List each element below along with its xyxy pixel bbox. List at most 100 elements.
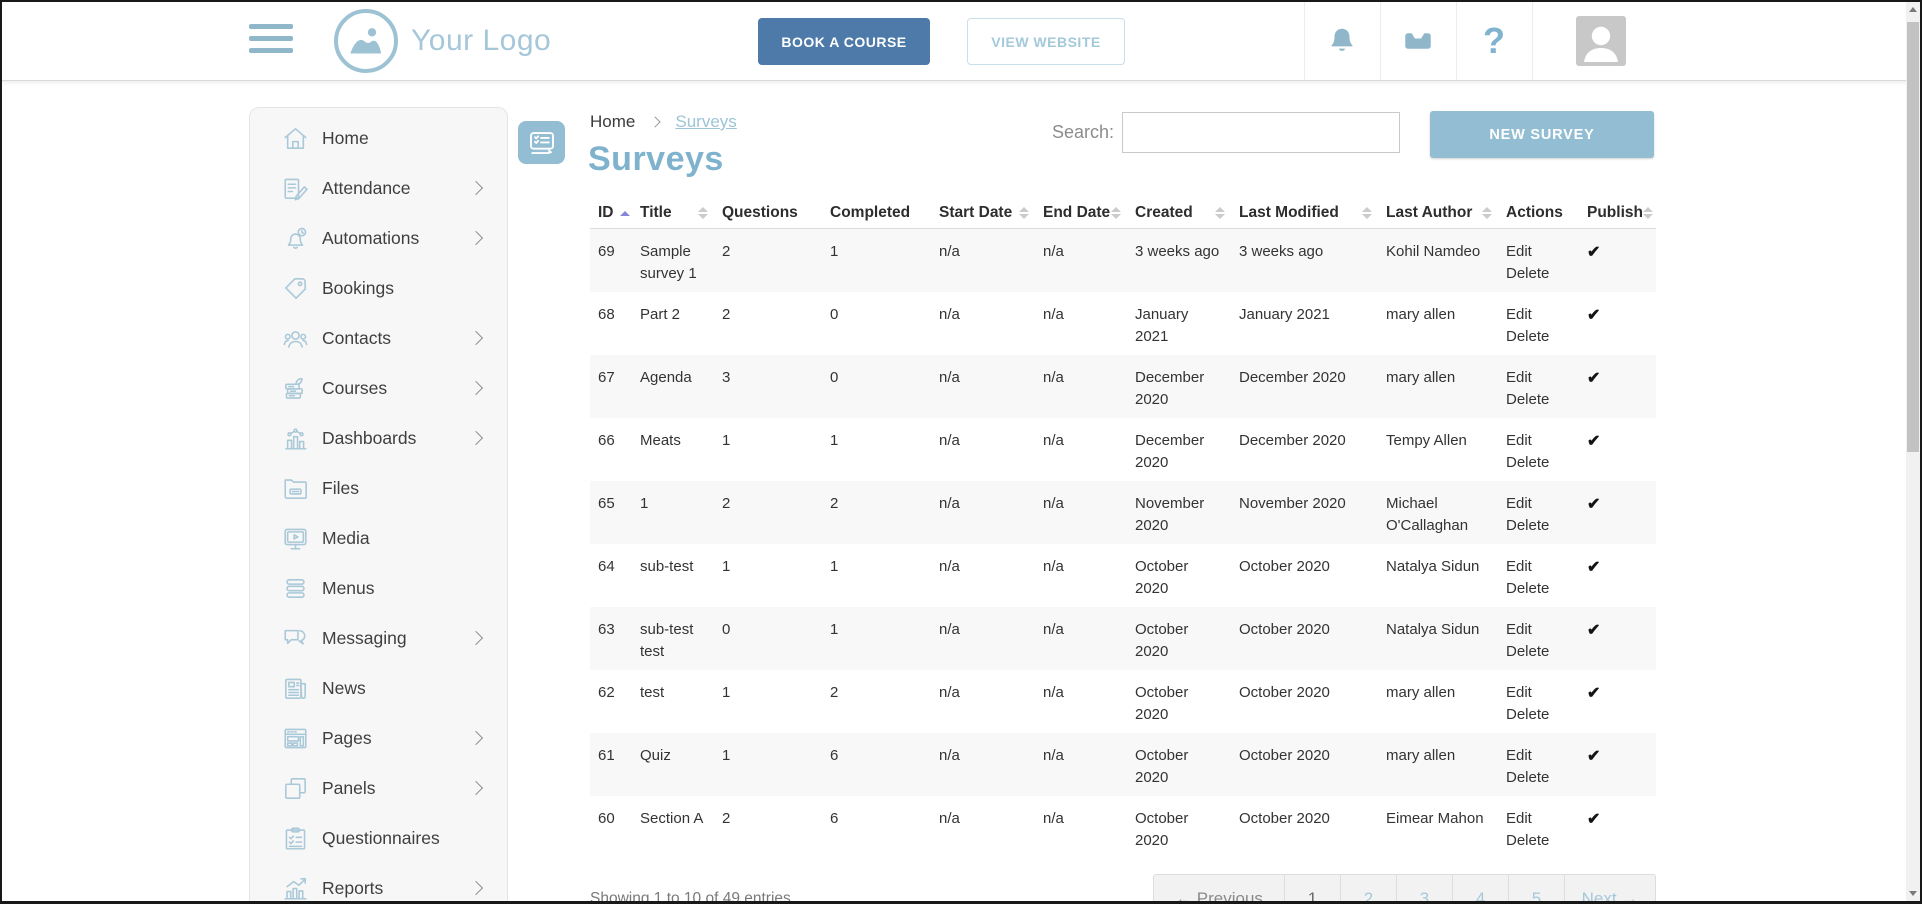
sidebar-item-news[interactable]: News xyxy=(250,663,507,713)
sidebar-item-contacts[interactable]: Contacts xyxy=(250,313,507,363)
scrollbar-up-arrow[interactable] xyxy=(1906,2,1920,17)
sidebar-item-messaging[interactable]: Messaging xyxy=(250,613,507,663)
scrollbar-down-arrow[interactable] xyxy=(1906,886,1920,901)
cell-publish: ✔ xyxy=(1579,556,1656,607)
sort-icons xyxy=(698,207,708,219)
pagination-page-3[interactable]: 3 xyxy=(1396,875,1452,901)
edit-link[interactable]: Edit xyxy=(1506,684,1532,701)
panels-icon xyxy=(280,773,310,803)
sort-icons xyxy=(1362,207,1372,219)
cell-end-date: n/a xyxy=(1043,306,1064,323)
sidebar-item-pages[interactable]: Pages xyxy=(250,713,507,763)
notifications-bell-icon[interactable] xyxy=(1310,2,1374,80)
edit-link[interactable]: Edit xyxy=(1506,243,1532,260)
toolbar-separator xyxy=(1304,2,1305,80)
delete-link[interactable]: Delete xyxy=(1506,264,1550,282)
sidebar-item-questionnaires[interactable]: Questionnaires xyxy=(250,813,507,863)
sidebar-item-automations[interactable]: Automations xyxy=(250,213,507,263)
view-website-button[interactable]: VIEW WEBSITE xyxy=(967,18,1125,65)
search-bar: Search: xyxy=(1052,112,1401,153)
cell-questions: 1 xyxy=(722,684,731,701)
column-header-end-date[interactable]: End Date xyxy=(1035,204,1127,222)
column-header-created[interactable]: Created xyxy=(1127,204,1231,222)
pagination-page-1[interactable]: 1 xyxy=(1284,875,1340,901)
sidebar-navigation: Home Attendance Automations Bookings Con… xyxy=(249,107,508,901)
sidebar-item-files[interactable]: Files xyxy=(250,463,507,513)
cell-id: 65 xyxy=(598,495,615,512)
sidebar-item-attendance[interactable]: Attendance xyxy=(250,163,507,213)
new-survey-button[interactable]: NEW SURVEY xyxy=(1430,111,1654,158)
table-row-60: 60 Section A 2 6 n/a n/a October 2020 October 2… xyxy=(590,796,1656,859)
delete-link[interactable]: Delete xyxy=(1506,579,1550,597)
cell-actions: Edit Delete xyxy=(1498,304,1579,355)
breadcrumb-home-link[interactable]: Home xyxy=(590,112,636,131)
breadcrumb-surveys-link[interactable]: Surveys xyxy=(675,112,737,131)
edit-link[interactable]: Edit xyxy=(1506,621,1532,638)
pagination-page-4[interactable]: 4 xyxy=(1452,875,1508,901)
chevron-right-icon xyxy=(468,180,484,196)
cell-id: 61 xyxy=(598,747,615,764)
cell-questions: 2 xyxy=(722,495,731,512)
delete-link[interactable]: Delete xyxy=(1506,453,1550,471)
cell-questions: 3 xyxy=(722,369,731,386)
sidebar-item-reports[interactable]: Reports xyxy=(250,863,507,901)
cell-last-modified: November 2020 xyxy=(1239,495,1346,512)
column-header-actions: Actions xyxy=(1506,204,1563,221)
column-header-last-modified[interactable]: Last Modified xyxy=(1231,204,1378,222)
edit-link[interactable]: Edit xyxy=(1506,747,1532,764)
edit-link[interactable]: Edit xyxy=(1506,558,1532,575)
sidebar-item-courses[interactable]: Courses xyxy=(250,363,507,413)
column-header-title[interactable]: Title xyxy=(632,204,714,222)
sidebar-item-home[interactable]: Home xyxy=(250,113,507,163)
help-icon[interactable]: ? xyxy=(1483,20,1505,61)
sidebar-item-menus[interactable]: Menus xyxy=(250,563,507,613)
cell-title: Agenda xyxy=(640,369,692,386)
pagination-previous-button[interactable]: ← Previous xyxy=(1154,875,1284,901)
delete-link[interactable]: Delete xyxy=(1506,516,1550,534)
sidebar-item-dashboards[interactable]: Dashboards xyxy=(250,413,507,463)
scrollbar-thumb[interactable] xyxy=(1907,22,1919,452)
logo-link[interactable]: Your Logo xyxy=(334,9,551,73)
sidebar-item-media[interactable]: Media xyxy=(250,513,507,563)
pagination-page-5[interactable]: 5 xyxy=(1508,875,1564,901)
cell-last-author: mary allen xyxy=(1386,306,1456,323)
column-header-last-author[interactable]: Last Author xyxy=(1378,204,1498,222)
column-header-publish[interactable]: Publish xyxy=(1579,204,1656,222)
delete-link[interactable]: Delete xyxy=(1506,390,1550,408)
sidebar-item-bookings[interactable]: Bookings xyxy=(250,263,507,313)
cell-start-date: n/a xyxy=(939,621,960,638)
surveys-quick-button[interactable] xyxy=(518,121,565,164)
edit-link[interactable]: Edit xyxy=(1506,369,1532,386)
delete-link[interactable]: Delete xyxy=(1506,642,1550,660)
delete-link[interactable]: Delete xyxy=(1506,705,1550,723)
search-label: Search: xyxy=(1052,122,1115,142)
sidebar-item-panels[interactable]: Panels xyxy=(250,763,507,813)
edit-link[interactable]: Edit xyxy=(1506,432,1532,449)
cell-last-modified: January 2021 xyxy=(1239,306,1330,323)
cell-last-modified: 3 weeks ago xyxy=(1239,243,1324,260)
cell-completed: 1 xyxy=(830,621,839,638)
survey-checklist-icon xyxy=(529,131,554,154)
cell-id: 69 xyxy=(598,243,615,260)
book-a-course-button[interactable]: BOOK A COURSE xyxy=(758,18,930,65)
chevron-right-icon xyxy=(468,880,484,896)
user-avatar[interactable] xyxy=(1576,16,1626,66)
search-input[interactable] xyxy=(1122,112,1401,153)
delete-link[interactable]: Delete xyxy=(1506,327,1550,345)
column-header-id[interactable]: ID xyxy=(590,204,632,222)
inbox-tray-icon[interactable] xyxy=(1386,2,1450,80)
edit-link[interactable]: Edit xyxy=(1506,306,1532,323)
delete-link[interactable]: Delete xyxy=(1506,831,1550,849)
delete-link[interactable]: Delete xyxy=(1506,768,1550,786)
cell-title: Section A xyxy=(640,810,704,827)
column-header-start-date[interactable]: Start Date xyxy=(931,204,1035,222)
pagination-page-2[interactable]: 2 xyxy=(1340,875,1396,901)
hamburger-menu-button[interactable] xyxy=(249,24,293,53)
cell-completed: 2 xyxy=(830,684,839,701)
edit-link[interactable]: Edit xyxy=(1506,495,1532,512)
pagination-next-button[interactable]: Next → xyxy=(1564,875,1655,901)
edit-link[interactable]: Edit xyxy=(1506,810,1532,827)
cell-start-date: n/a xyxy=(939,558,960,575)
top-bar: Your Logo BOOK A COURSE VIEW WEBSITE ? xyxy=(2,2,1920,81)
cell-end-date: n/a xyxy=(1043,747,1064,764)
